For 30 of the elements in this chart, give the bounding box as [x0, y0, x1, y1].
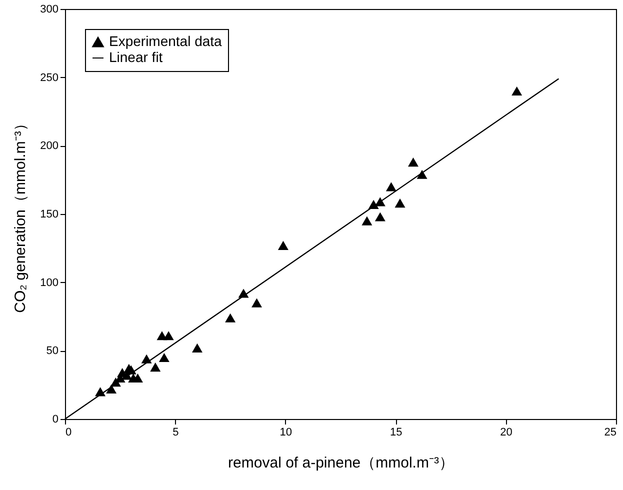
point	[512, 86, 522, 96]
point	[278, 240, 288, 250]
y-axis-title: CO₂ generation（mmol.m⁻³）	[12, 116, 30, 313]
x-axis-title: removal of a-pinene（mmol.m⁻³）	[228, 454, 454, 472]
x-tick-label: 10	[280, 426, 292, 438]
point	[150, 362, 161, 372]
x-tick-label: 0	[66, 426, 72, 438]
legend-label: Experimental data	[109, 33, 222, 49]
y-tick-label: 250	[40, 72, 58, 84]
y-tick-label: 200	[40, 140, 58, 152]
y-tick-label: 0	[52, 414, 58, 426]
x-tick-label: 20	[500, 426, 512, 438]
point	[386, 182, 396, 192]
legend-label: Linear fit	[109, 49, 163, 65]
y-tick-label: 150	[40, 208, 58, 220]
point	[158, 352, 170, 362]
y-tick-label: 300	[40, 4, 58, 16]
x-tick-label: 5	[172, 426, 179, 438]
point	[362, 216, 372, 226]
point	[394, 198, 406, 208]
point	[163, 331, 174, 340]
y-tick-label: 100	[40, 276, 58, 289]
x-tick-label: 15	[390, 426, 402, 438]
point	[252, 298, 262, 308]
point	[192, 343, 202, 352]
y-tick-label: 50	[46, 345, 58, 358]
point	[225, 313, 236, 322]
x-tick-label: 25	[604, 426, 616, 438]
point	[374, 212, 386, 222]
point	[408, 158, 418, 167]
